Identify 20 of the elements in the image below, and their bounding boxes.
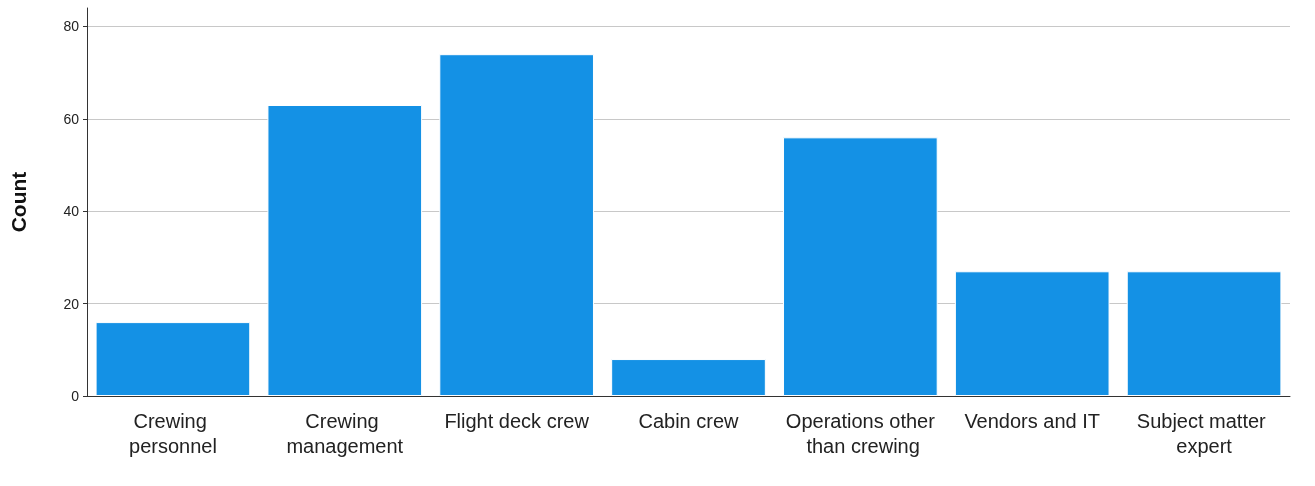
y-tick-label: 0: [71, 388, 80, 404]
bar: [1126, 271, 1282, 396]
y-tick-label: 40: [63, 203, 80, 220]
x-tick-label: Vendors and IT: [964, 409, 1101, 432]
bar: [611, 359, 766, 396]
x-tick-label: Cabin crew: [638, 409, 740, 432]
bar: [954, 271, 1110, 396]
bar: [95, 322, 251, 396]
y-tick-label: 80: [63, 18, 80, 35]
y-tick-label: 60: [63, 110, 80, 127]
x-tick-label: Operations other than crewing: [785, 409, 936, 457]
bar: [783, 137, 938, 396]
bar: [267, 105, 423, 396]
x-tick-label: Flight deck crew: [444, 409, 590, 432]
x-tick-label: Subject matter expert: [1136, 409, 1272, 457]
x-tick-label: Crewing management: [286, 409, 404, 457]
y-tick-label: 20: [63, 295, 80, 312]
y-axis-title: Count: [7, 171, 30, 233]
x-tick-label: Crewing personnel: [129, 409, 217, 457]
bar: [439, 54, 594, 396]
